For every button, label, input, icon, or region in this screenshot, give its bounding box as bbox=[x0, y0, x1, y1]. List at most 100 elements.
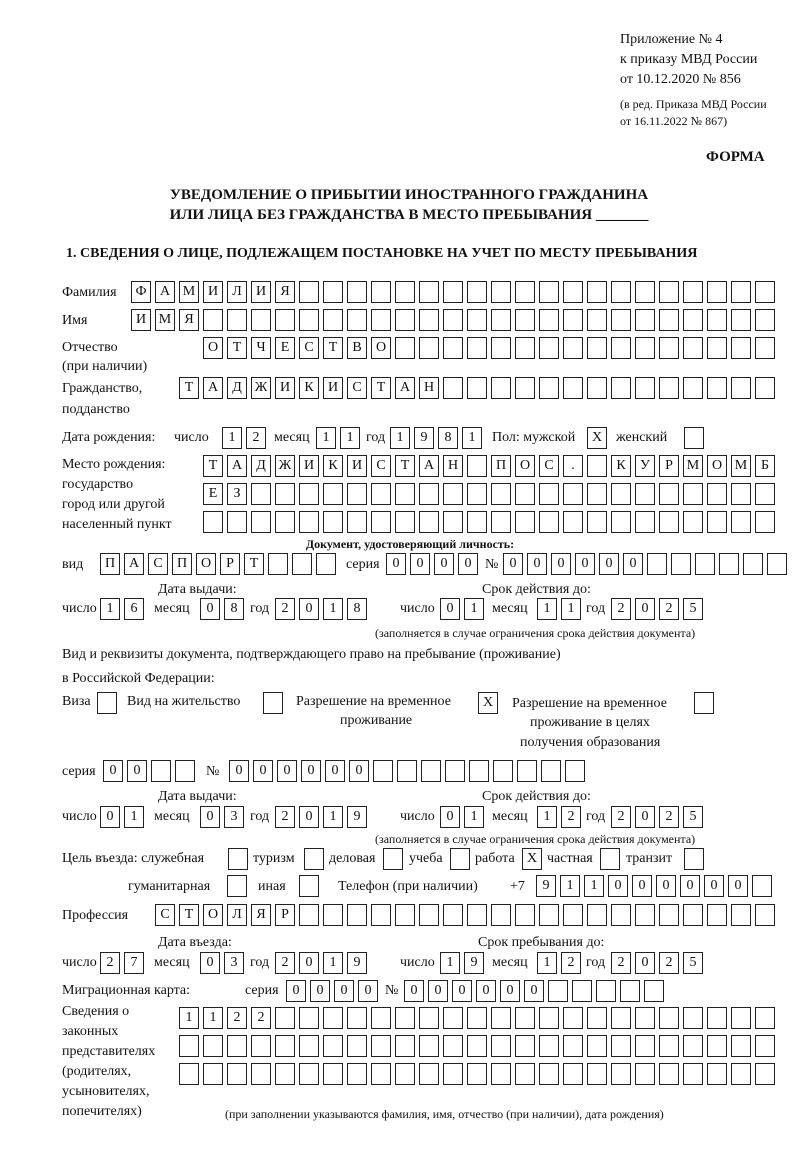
char-cell[interactable]: 1 bbox=[440, 952, 460, 974]
char-cell[interactable] bbox=[707, 483, 727, 505]
char-cell[interactable]: 0 bbox=[253, 760, 273, 782]
char-cell[interactable]: 0 bbox=[440, 806, 460, 828]
char-cell[interactable]: И bbox=[347, 455, 367, 477]
char-cell[interactable] bbox=[203, 309, 223, 331]
char-cell[interactable] bbox=[683, 1063, 703, 1085]
char-cell[interactable]: Т bbox=[323, 337, 343, 359]
purpose-private-checkbox[interactable] bbox=[600, 848, 620, 870]
char-cell[interactable]: 0 bbox=[500, 980, 520, 1002]
char-cell[interactable]: М bbox=[683, 455, 703, 477]
char-cell[interactable]: 0 bbox=[599, 553, 619, 575]
char-cell[interactable] bbox=[587, 483, 607, 505]
char-cell[interactable]: 3 bbox=[224, 952, 244, 974]
char-cell[interactable] bbox=[299, 483, 319, 505]
char-cell[interactable]: А bbox=[419, 455, 439, 477]
char-cell[interactable]: 1 bbox=[537, 806, 557, 828]
char-cell[interactable]: Ж bbox=[275, 455, 295, 477]
char-cell[interactable]: 8 bbox=[438, 427, 458, 449]
char-cell[interactable] bbox=[659, 281, 679, 303]
char-cell[interactable]: 0 bbox=[704, 875, 724, 897]
char-cell[interactable] bbox=[611, 511, 631, 533]
char-cell[interactable] bbox=[515, 1063, 535, 1085]
char-cell[interactable]: И bbox=[131, 309, 151, 331]
char-cell[interactable]: Т bbox=[244, 553, 264, 575]
char-cell[interactable] bbox=[755, 1063, 775, 1085]
char-cell[interactable] bbox=[563, 904, 583, 926]
char-cell[interactable]: 0 bbox=[200, 598, 220, 620]
char-cell[interactable] bbox=[275, 483, 295, 505]
char-cell[interactable] bbox=[539, 281, 559, 303]
char-cell[interactable] bbox=[467, 904, 487, 926]
char-cell[interactable] bbox=[539, 904, 559, 926]
purpose-work-checkbox[interactable]: X bbox=[522, 848, 542, 870]
char-cell[interactable]: Р bbox=[275, 904, 295, 926]
char-cell[interactable] bbox=[323, 1035, 343, 1057]
reps-field-2[interactable] bbox=[179, 1035, 775, 1057]
char-cell[interactable] bbox=[635, 281, 655, 303]
char-cell[interactable]: 0 bbox=[623, 553, 643, 575]
char-cell[interactable] bbox=[755, 483, 775, 505]
char-cell[interactable] bbox=[539, 1063, 559, 1085]
char-cell[interactable]: 0 bbox=[503, 553, 523, 575]
char-cell[interactable] bbox=[548, 980, 568, 1002]
char-cell[interactable]: С bbox=[539, 455, 559, 477]
char-cell[interactable]: 0 bbox=[635, 806, 655, 828]
char-cell[interactable]: 1 bbox=[222, 427, 242, 449]
char-cell[interactable] bbox=[515, 377, 535, 399]
char-cell[interactable] bbox=[395, 281, 415, 303]
char-cell[interactable] bbox=[755, 1035, 775, 1057]
char-cell[interactable] bbox=[275, 1063, 295, 1085]
char-cell[interactable] bbox=[707, 281, 727, 303]
char-cell[interactable] bbox=[515, 337, 535, 359]
char-cell[interactable] bbox=[347, 309, 367, 331]
char-cell[interactable]: 0 bbox=[349, 760, 369, 782]
char-cell[interactable]: Я bbox=[251, 904, 271, 926]
char-cell[interactable] bbox=[227, 1063, 247, 1085]
char-cell[interactable]: 0 bbox=[440, 598, 460, 620]
char-cell[interactable]: 0 bbox=[434, 553, 454, 575]
char-cell[interactable] bbox=[683, 281, 703, 303]
char-cell[interactable] bbox=[539, 1035, 559, 1057]
char-cell[interactable] bbox=[491, 511, 511, 533]
checkbox-cell[interactable] bbox=[304, 848, 324, 870]
char-cell[interactable] bbox=[659, 1035, 679, 1057]
char-cell[interactable] bbox=[635, 309, 655, 331]
char-cell[interactable]: П bbox=[172, 553, 192, 575]
char-cell[interactable]: 0 bbox=[404, 980, 424, 1002]
char-cell[interactable] bbox=[755, 904, 775, 926]
char-cell[interactable] bbox=[491, 337, 511, 359]
checkbox-cell[interactable] bbox=[684, 427, 704, 449]
char-cell[interactable] bbox=[443, 281, 463, 303]
char-cell[interactable]: 9 bbox=[464, 952, 484, 974]
trp-edu-checkbox[interactable] bbox=[694, 692, 714, 714]
char-cell[interactable]: 1 bbox=[323, 806, 343, 828]
char-cell[interactable]: 0 bbox=[635, 598, 655, 620]
char-cell[interactable]: 0 bbox=[635, 952, 655, 974]
char-cell[interactable]: 9 bbox=[536, 875, 556, 897]
char-cell[interactable] bbox=[515, 483, 535, 505]
char-cell[interactable]: 5 bbox=[683, 598, 703, 620]
char-cell[interactable] bbox=[371, 1063, 391, 1085]
char-cell[interactable] bbox=[565, 760, 585, 782]
char-cell[interactable] bbox=[316, 553, 336, 575]
char-cell[interactable] bbox=[251, 309, 271, 331]
char-cell[interactable]: О bbox=[203, 904, 223, 926]
checkbox-cell[interactable] bbox=[228, 848, 248, 870]
char-cell[interactable] bbox=[491, 281, 511, 303]
char-cell[interactable]: У bbox=[635, 455, 655, 477]
char-cell[interactable] bbox=[491, 377, 511, 399]
checkbox-cell[interactable] bbox=[600, 848, 620, 870]
char-cell[interactable] bbox=[683, 1007, 703, 1029]
visa-checkbox[interactable] bbox=[97, 692, 117, 714]
char-cell[interactable]: 1 bbox=[464, 598, 484, 620]
char-cell[interactable] bbox=[175, 760, 195, 782]
char-cell[interactable] bbox=[635, 337, 655, 359]
checkbox-cell[interactable]: X bbox=[522, 848, 542, 870]
char-cell[interactable] bbox=[755, 309, 775, 331]
char-cell[interactable]: О bbox=[203, 337, 223, 359]
char-cell[interactable]: В bbox=[347, 337, 367, 359]
checkbox-cell[interactable] bbox=[450, 848, 470, 870]
checkbox-cell[interactable] bbox=[299, 875, 319, 897]
